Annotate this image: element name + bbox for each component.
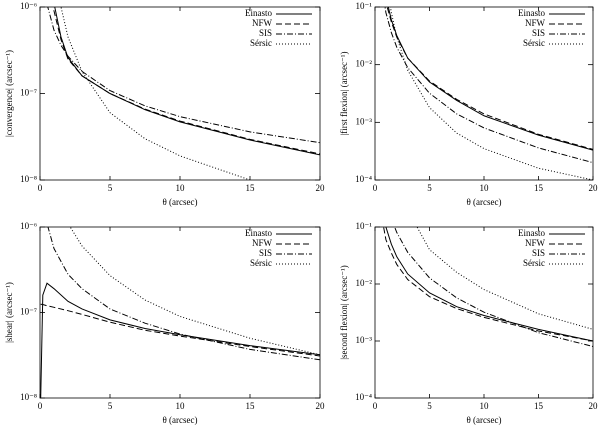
lines <box>40 227 320 398</box>
series-line <box>47 227 320 361</box>
series-line <box>69 227 320 356</box>
x-tick-label: 0 <box>373 401 378 411</box>
x-tick-label: 20 <box>316 183 326 193</box>
series-line <box>52 7 320 155</box>
lines <box>47 7 320 180</box>
series-line <box>40 303 320 357</box>
y-axis-label: |second flexion| (arcsec⁻¹) <box>339 265 349 360</box>
y-tick-label: 10⁻⁴ <box>355 392 372 402</box>
x-axis-label: θ (arcsec) <box>162 415 197 425</box>
panel: 0 5 10 15 20 10⁻⁴ 10⁻³ 10⁻² 10⁻¹ θ (arcsec) |first… <box>339 1 599 207</box>
y-tick-label: 10⁻² <box>356 278 373 288</box>
x-tick-label: 5 <box>427 183 432 193</box>
y-axis-label: |shear| (arcsec⁻¹) <box>4 282 14 343</box>
series-line <box>386 7 593 150</box>
x-tick-label: 5 <box>427 401 432 411</box>
legend-label: Einasto <box>245 8 272 18</box>
series-line <box>389 7 593 180</box>
series-line <box>385 227 593 342</box>
x-tick-label: 15 <box>534 183 544 193</box>
plot-frame <box>39 6 321 181</box>
y-tick-label: 10⁻⁷ <box>20 88 37 98</box>
x-tick-label: 15 <box>534 401 544 411</box>
legend-label: SIS <box>532 28 545 38</box>
series-line <box>54 7 320 156</box>
legend-label: Sérsic <box>523 258 545 268</box>
legend-label: NFW <box>252 238 273 248</box>
series-line <box>383 227 593 342</box>
x-tick-label: 5 <box>108 183 113 193</box>
x-tick-label: 20 <box>589 183 599 193</box>
x-tick-label: 15 <box>246 183 256 193</box>
x-axis-label: θ (arcsec) <box>466 415 501 425</box>
panel: 0 5 10 15 20 10⁻⁸ 10⁻⁷ 10⁻⁶ θ (arcsec) |convergen… <box>4 1 326 207</box>
y-tick-label: 10⁻³ <box>356 116 373 126</box>
y-tick-label: 10⁻¹ <box>356 221 373 231</box>
y-tick-label: 10⁻¹ <box>356 1 373 11</box>
plot-frame <box>374 6 594 181</box>
legend-label: NFW <box>252 18 273 28</box>
x-tick-label: 10 <box>176 183 186 193</box>
y-tick-label: 10⁻⁸ <box>20 174 37 184</box>
x-tick-label: 10 <box>480 183 490 193</box>
x-tick-label: 0 <box>38 401 43 411</box>
x-tick-label: 20 <box>316 401 326 411</box>
x-tick-label: 10 <box>176 401 186 411</box>
lines <box>383 227 593 348</box>
legend-label: SIS <box>532 248 545 258</box>
y-tick-label: 10⁻² <box>356 59 373 69</box>
series-line <box>40 282 320 398</box>
legend-label: NFW <box>525 238 546 248</box>
x-tick-label: 10 <box>480 401 490 411</box>
series-line <box>60 7 252 180</box>
panel: 0 5 10 15 20 10⁻⁴ 10⁻³ 10⁻² 10⁻¹ θ (arcsec) |secon… <box>339 221 599 425</box>
x-tick-label: 5 <box>108 401 113 411</box>
legend-label: Einasto <box>518 8 545 18</box>
x-tick-label: 20 <box>589 401 599 411</box>
legend-label: Sérsic <box>523 38 545 48</box>
y-tick-label: 10⁻⁶ <box>20 1 37 11</box>
series-line <box>394 227 593 348</box>
plot-frame <box>39 226 321 399</box>
series-line <box>387 7 593 151</box>
legend-label: NFW <box>525 18 546 28</box>
series-line <box>416 227 593 330</box>
legend-label: Einasto <box>245 228 272 238</box>
lines <box>384 7 593 180</box>
y-tick-label: 10⁻⁶ <box>20 221 37 231</box>
x-tick-label: 0 <box>38 183 43 193</box>
y-tick-label: 10⁻⁸ <box>20 392 37 402</box>
series-line <box>384 7 593 164</box>
y-tick-label: 10⁻⁴ <box>355 174 372 184</box>
x-axis-label: θ (arcsec) <box>466 197 501 207</box>
y-axis-label: |first flexion| (arcsec⁻¹) <box>339 51 349 135</box>
legend-label: SIS <box>259 248 272 258</box>
panel: 0 5 10 15 20 10⁻⁸ 10⁻⁷ 10⁻⁶ θ (arcsec) |shear| (a… <box>4 221 326 425</box>
series-line <box>47 7 320 144</box>
x-axis-label: θ (arcsec) <box>162 197 197 207</box>
legend-label: Sérsic <box>250 38 272 48</box>
y-axis-label: |convergence| (arcsec⁻¹) <box>4 50 14 137</box>
legend-label: SIS <box>259 28 272 38</box>
legend-label: Einasto <box>518 228 545 238</box>
x-tick-label: 0 <box>373 183 378 193</box>
x-tick-label: 15 <box>246 401 256 411</box>
y-tick-label: 10⁻³ <box>356 335 373 345</box>
y-tick-label: 10⁻⁷ <box>20 307 37 317</box>
legend-label: Sérsic <box>250 258 272 268</box>
